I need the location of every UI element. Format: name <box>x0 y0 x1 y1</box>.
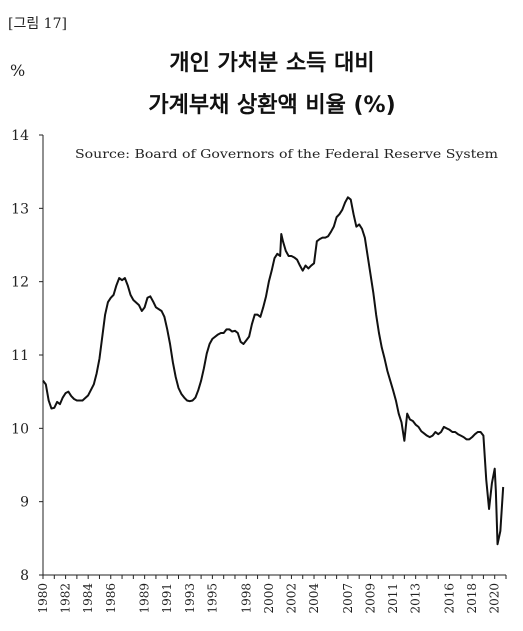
x-tick-label: 2007 <box>341 583 355 614</box>
y-tick-label: 12 <box>11 275 29 291</box>
source-note: Source: Board of Governors of the Federa… <box>75 146 498 161</box>
x-tick-label: 1982 <box>59 583 73 614</box>
x-tick-label: 1995 <box>205 583 219 614</box>
x-tick-label: 1993 <box>183 583 197 614</box>
y-axis-unit: % <box>10 61 25 80</box>
x-tick-label: 1991 <box>160 583 174 614</box>
y-axis-ticks: 8 9 10 11 12 13 14 <box>11 128 43 584</box>
x-tick-label: 1986 <box>104 583 118 614</box>
y-tick-label: 8 <box>20 568 29 584</box>
x-tick-label: 2002 <box>284 583 298 614</box>
series-line <box>42 196 505 546</box>
x-tick-label: 2020 <box>488 583 502 614</box>
axes <box>42 135 506 576</box>
x-tick-label: 1980 <box>36 583 50 614</box>
y-tick-label: 14 <box>11 128 29 144</box>
y-tick-label: 13 <box>11 201 29 217</box>
figure-label: [그림 17] <box>8 16 67 32</box>
y-tick-label: 9 <box>20 495 29 511</box>
x-tick-label: 2011 <box>386 583 400 614</box>
chart-title-line-2: 가계부채 상환액 비율 (%) <box>148 93 395 118</box>
y-tick-label: 11 <box>11 348 29 364</box>
chart-title-line-1: 개인 가처분 소득 대비 <box>169 51 374 76</box>
x-tick-label: 2013 <box>409 583 423 614</box>
x-tick-label: 2000 <box>262 583 276 614</box>
y-tick-label: 10 <box>11 421 29 437</box>
x-tick-label: 2004 <box>307 583 321 614</box>
x-tick-label: 2018 <box>465 583 479 614</box>
x-tick-label: 1989 <box>138 583 152 614</box>
x-tick-label: 1998 <box>239 583 253 614</box>
x-tick-label: 1984 <box>81 583 95 614</box>
x-tick-label: 2016 <box>443 583 457 614</box>
x-tick-label: 2009 <box>363 583 377 614</box>
x-axis-ticks: 1980 1982 1984 1986 1989 1991 1993 1995 1998 2000… <box>36 575 507 614</box>
